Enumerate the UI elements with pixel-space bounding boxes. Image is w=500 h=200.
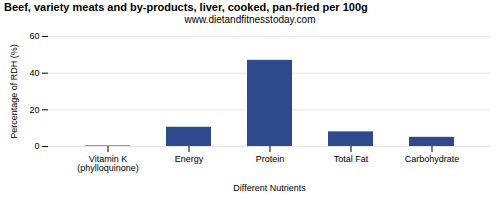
svg-text:Total Fat: Total Fat bbox=[334, 154, 369, 164]
svg-text:Vitamin K(phylloquinone): Vitamin K(phylloquinone) bbox=[77, 154, 139, 173]
svg-text:0: 0 bbox=[34, 141, 39, 151]
html-text:Beef, variety meats and by-pro: Beef, variety meats and by-products, liv… bbox=[4, 1, 368, 13]
svg-text:20: 20 bbox=[29, 105, 39, 115]
html-text:www.dietandfitnesstoday.com: www.dietandfitnesstoday.com bbox=[184, 14, 316, 25]
svg-text:Energy: Energy bbox=[175, 154, 204, 164]
svg-text:60: 60 bbox=[29, 31, 39, 41]
svg-text:Carbohydrate: Carbohydrate bbox=[405, 154, 460, 164]
svg-text:40: 40 bbox=[29, 68, 39, 78]
svg-text:Different Nutrients: Different Nutrients bbox=[233, 183, 306, 193]
svg-text:Protein: Protein bbox=[256, 154, 285, 164]
svg-text:Percentage of RDH (%): Percentage of RDH (%) bbox=[9, 44, 19, 139]
